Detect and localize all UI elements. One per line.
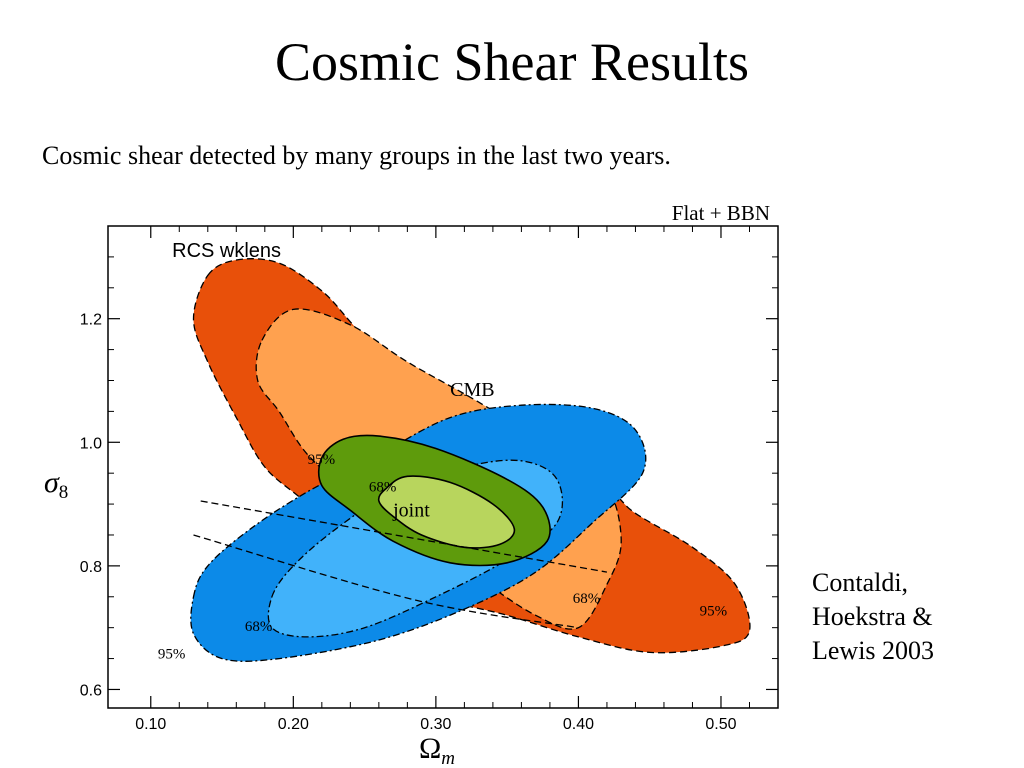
- annotation-rcs-wklens: RCS wklens: [172, 240, 281, 262]
- x-tick-label: 0.20: [278, 716, 309, 733]
- contour-joint-68: [377, 475, 516, 549]
- annotation-68: 68%: [369, 480, 397, 496]
- y-tick-label: 1.0: [80, 435, 102, 452]
- annotation-cmb: CMB: [450, 379, 494, 401]
- annotation-95: 95%: [700, 603, 728, 619]
- x-axis-label-main: Ω: [419, 732, 441, 765]
- slide-subtitle: Cosmic shear detected by many groups in …: [42, 141, 671, 170]
- slide-title: Cosmic Shear Results: [275, 32, 749, 92]
- annotations: RCS wklens CMB joint 95% 68% 68% 95% 68% 95%: [158, 240, 727, 663]
- y-axis-label-sub: 8: [59, 482, 69, 503]
- x-tick-label: 0.50: [705, 716, 736, 733]
- annotation-95: 95%: [158, 647, 186, 663]
- dashed-contours: [193, 500, 608, 629]
- x-tick-label: 0.30: [420, 716, 451, 733]
- axis-ticks: 0.10 0.20 0.30 0.40 0.50 0.6 0.8 1.0 1.2: [80, 226, 778, 733]
- annotation-95: 95%: [308, 452, 336, 468]
- annotation-joint: joint: [392, 499, 430, 521]
- plot-frame: [107, 225, 779, 709]
- y-axis-label: σ8: [44, 466, 68, 503]
- x-axis-label: Ωm: [419, 732, 455, 768]
- confidence-regions: [190, 258, 751, 662]
- y-axis-label-main: σ: [44, 466, 60, 499]
- x-axis-label-sub: m: [441, 748, 455, 768]
- y-tick-label: 0.6: [80, 682, 102, 699]
- y-tick-label: 1.2: [80, 312, 102, 329]
- x-tick-label: 0.10: [135, 716, 166, 733]
- citation: Contaldi, Hoekstra & Lewis 2003: [812, 568, 935, 665]
- x-tick-label: 0.40: [563, 716, 594, 733]
- corner-label: Flat + BBN: [672, 201, 770, 225]
- annotation-68: 68%: [573, 591, 601, 607]
- y-tick-label: 0.8: [80, 559, 102, 576]
- dashed-contour-line: [200, 500, 608, 573]
- dashed-contour-line: [193, 534, 579, 629]
- annotation-68: 68%: [245, 619, 273, 635]
